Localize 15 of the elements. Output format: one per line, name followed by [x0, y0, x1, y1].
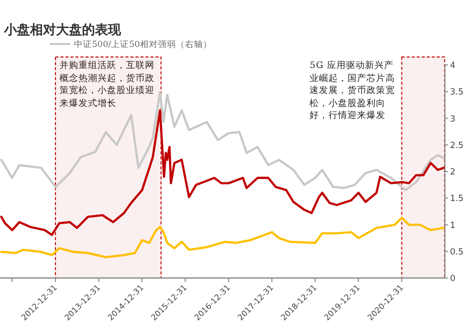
y2-tick-label: 1: [450, 220, 456, 231]
y2-tick-label: 2.5: [450, 140, 464, 151]
band-label: 并购重组活跃，互联网概念热潮兴起，货币政策宽松，小盘股业绩迎来爆发式增长: [59, 60, 156, 110]
y2-tick-label: 1.5: [450, 194, 464, 204]
legend-label: 中证500/上证50相对强弱（右轴）: [74, 39, 212, 50]
y2-tick-label: 2: [450, 168, 456, 178]
line-series: [0, 216, 445, 258]
chart-title: 小盘相对大盘的表现: [3, 23, 122, 38]
y2-tick-label: 0: [450, 274, 456, 284]
y2-tick-label: 3: [450, 114, 456, 124]
y2-tick-label: 0.5: [450, 247, 464, 258]
y2-tick-label: 3.5: [450, 88, 464, 98]
band-label: 5G 应用驱动新兴产业崛起，国产芯片高速发展，货币政策宽松，小盘股盈利向好，行情迎来爆发: [310, 60, 396, 122]
y2-tick-label: 4: [450, 61, 456, 71]
line-series: [0, 109, 445, 236]
